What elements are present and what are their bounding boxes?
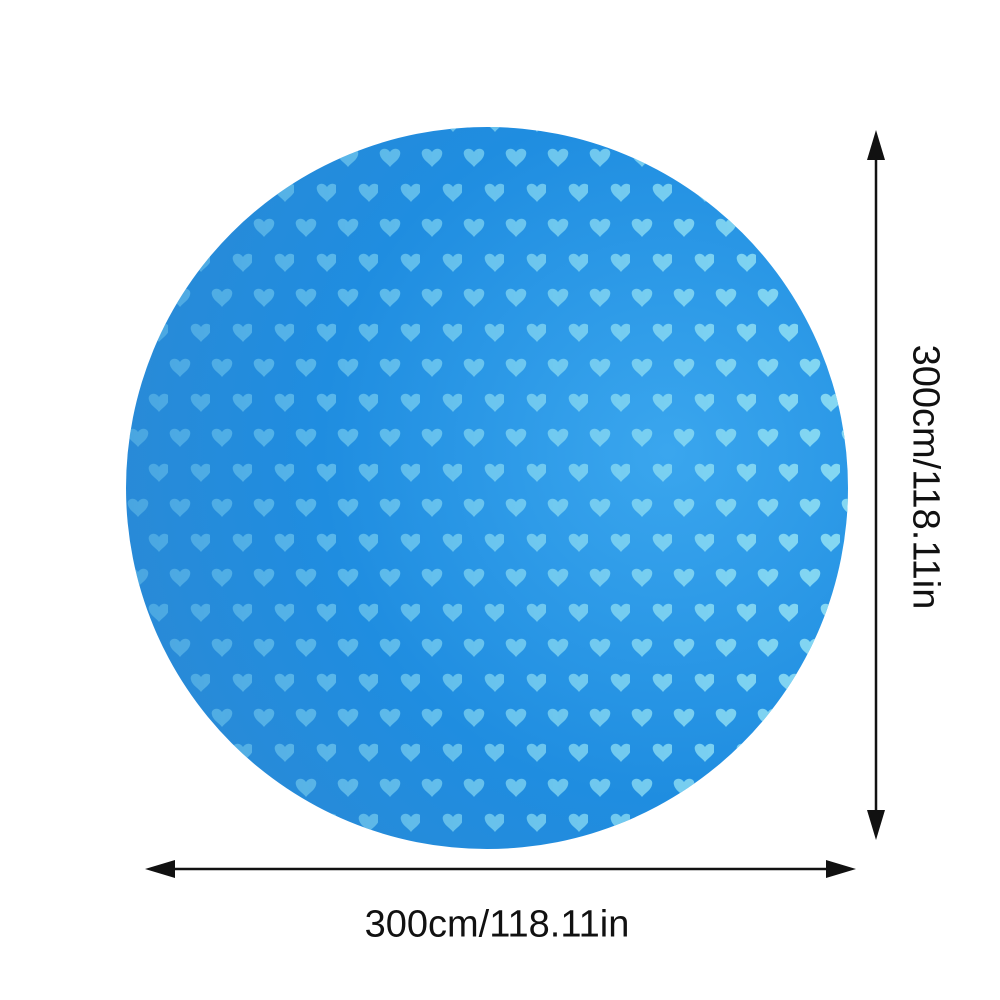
height-label: 300cm/118.11in	[904, 344, 947, 610]
solar-pool-cover	[126, 127, 848, 849]
heart-pattern	[126, 127, 848, 849]
width-label: 300cm/118.11in	[364, 903, 630, 946]
width-arrow	[145, 860, 856, 878]
height-arrow	[867, 130, 885, 840]
